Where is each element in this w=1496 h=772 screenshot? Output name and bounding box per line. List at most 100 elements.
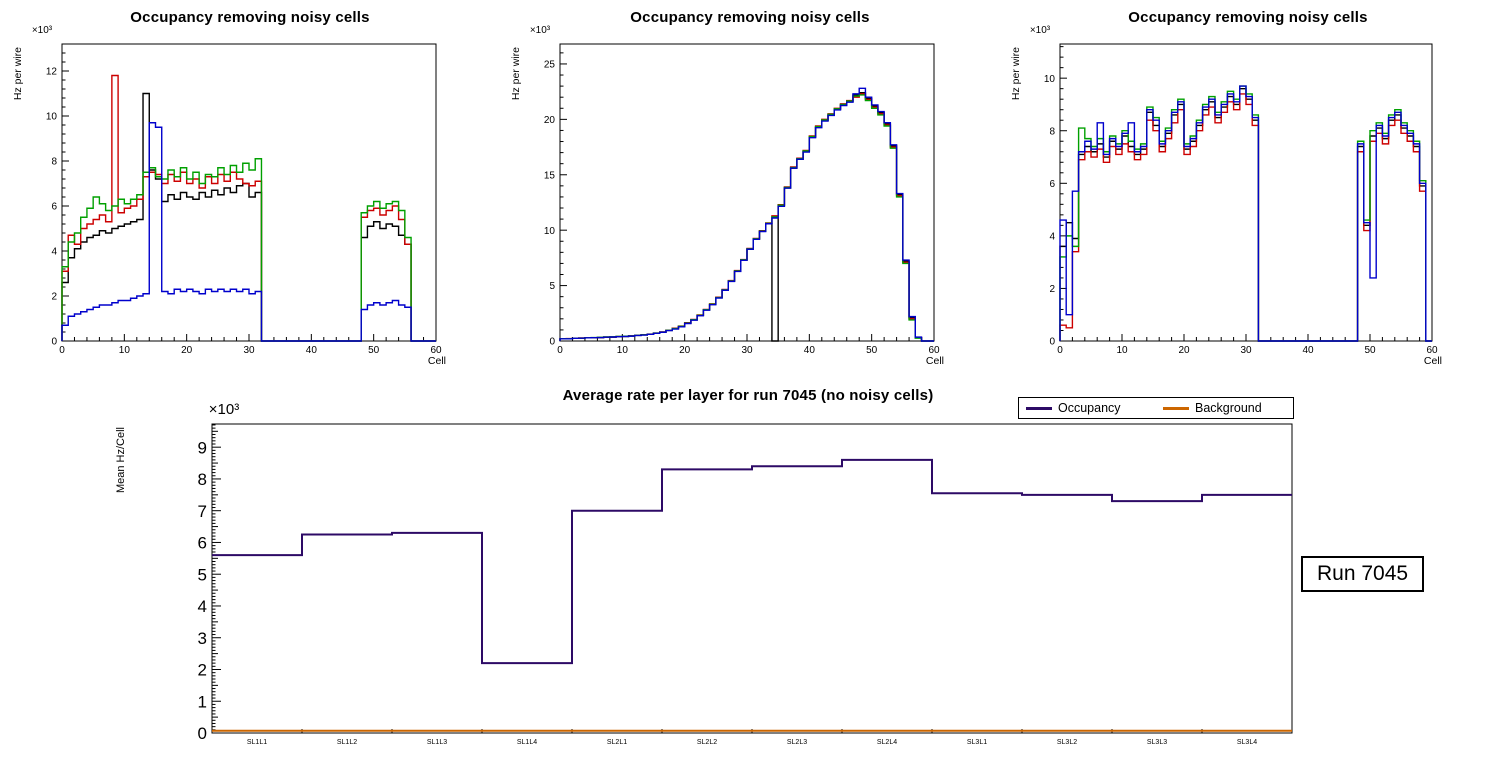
y-tick-label: 4 xyxy=(198,597,207,616)
y-tick-label: 0 xyxy=(1049,337,1055,348)
y-tick-label: 6 xyxy=(198,534,207,553)
occupancy-line-swatch xyxy=(1026,406,1052,410)
x-tick-label: 50 xyxy=(866,345,878,356)
series-blue xyxy=(1059,85,1432,342)
y-tick-label: 10 xyxy=(46,112,58,123)
x-axis-label: Cell xyxy=(428,355,446,367)
y-tick-label: 5 xyxy=(549,281,555,292)
x-axis-label: Cell xyxy=(926,355,944,367)
y-tick-label: 8 xyxy=(1049,126,1055,137)
chart-title: Average rate per layer for run 7045 (no … xyxy=(562,387,934,404)
series-Occupancy xyxy=(212,458,1292,665)
x-tick-label: 20 xyxy=(679,345,691,356)
y-tick-label: 2 xyxy=(1049,284,1055,295)
x-tick-label: SL2L1 xyxy=(607,739,627,746)
y-tick-label: 1 xyxy=(198,692,207,711)
x-tick-label: 10 xyxy=(1116,345,1128,356)
occupancy-chart-right: Occupancy removing noisy cells 0 2 4 6 8 10 0 1… xyxy=(1000,0,1496,380)
x-tick-label: SL3L1 xyxy=(967,739,987,746)
x-tick-label: 20 xyxy=(181,345,193,356)
x-tick-label: SL3L2 xyxy=(1057,739,1077,746)
legend-label-background: Background xyxy=(1195,401,1262,415)
average-rate-chart: Average rate per layer for run 7045 (no … xyxy=(0,385,1496,772)
legend-entry-occupancy: Occupancy xyxy=(1019,401,1156,415)
y-tick-label: 8 xyxy=(51,157,57,168)
y-axis-exponent: ×10³ xyxy=(530,25,551,36)
x-tick-label: 0 xyxy=(59,345,65,356)
y-axis-exponent: ×10³ xyxy=(209,401,239,418)
x-tick-label: 50 xyxy=(368,345,380,356)
y-axis-exponent: ×10³ xyxy=(32,25,53,36)
series-green xyxy=(559,94,934,342)
x-tick-label: 20 xyxy=(1178,345,1190,356)
y-tick-label: 4 xyxy=(1049,231,1055,242)
y-axis-label: Hz per wire xyxy=(510,47,522,100)
series-blue xyxy=(61,122,436,342)
run-label-box: Run 7045 xyxy=(1301,556,1425,592)
x-tick-label: 30 xyxy=(1240,345,1252,356)
series-blue xyxy=(559,87,934,342)
x-tick-label: 10 xyxy=(617,345,629,356)
y-tick-label: 10 xyxy=(544,226,556,237)
legend-entry-background: Background xyxy=(1156,401,1293,415)
y-tick-label: 0 xyxy=(549,337,555,348)
chart-title: Occupancy removing noisy cells xyxy=(130,9,370,26)
x-tick-label: SL2L2 xyxy=(697,739,717,746)
y-axis-label: Hz per wire xyxy=(12,47,24,100)
background-line-swatch xyxy=(1163,406,1189,410)
x-tick-label: 10 xyxy=(119,345,131,356)
average-rate-chart-canvas: 0 1 2 3 4 5 6 7 8 9 SL1L1 SL1L2 SL1L3 SL1L4 SL2L1 SL2L2… xyxy=(115,401,1293,746)
plot-frame xyxy=(559,43,935,342)
x-tick-label: 30 xyxy=(741,345,753,356)
series-black xyxy=(61,92,436,342)
y-tick-label: 6 xyxy=(1049,179,1055,190)
legend: Occupancy Background xyxy=(1018,397,1294,419)
y-tick-label: 9 xyxy=(198,438,207,457)
y-tick-label: 10 xyxy=(1044,74,1056,85)
y-tick-label: 2 xyxy=(51,292,57,303)
y-tick-label: 6 xyxy=(51,202,57,213)
x-tick-label: SL3L3 xyxy=(1147,739,1167,746)
y-tick-label: 15 xyxy=(544,170,556,181)
x-tick-label: 30 xyxy=(243,345,255,356)
x-tick-label: SL1L2 xyxy=(337,739,357,746)
legend-label-occupancy: Occupancy xyxy=(1058,401,1121,415)
y-axis-exponent: ×10³ xyxy=(1030,25,1051,36)
y-axis-label: Hz per wire xyxy=(1010,47,1022,100)
run-label: Run 7045 xyxy=(1317,562,1409,585)
x-tick-label: 60 xyxy=(1426,345,1438,356)
y-tick-label: 4 xyxy=(51,247,57,258)
y-tick-label: 20 xyxy=(544,115,556,126)
series-red xyxy=(559,93,934,342)
occupancy-chart-left: Occupancy removing noisy cells 0 2 4 6 8 10 12… xyxy=(0,0,500,380)
x-tick-label: SL1L4 xyxy=(517,739,537,746)
series-black xyxy=(559,92,934,342)
y-tick-label: 2 xyxy=(198,661,207,680)
x-tick-label: SL2L3 xyxy=(787,739,807,746)
x-tick-label: 0 xyxy=(1057,345,1063,356)
occupancy-chart-middle: Occupancy removing noisy cells 0 5 10 15 20 2… xyxy=(500,0,1000,380)
x-tick-label: 40 xyxy=(804,345,816,356)
y-tick-label: 0 xyxy=(51,337,57,348)
y-tick-label: 12 xyxy=(46,67,58,78)
x-tick-label: 40 xyxy=(1302,345,1314,356)
x-axis-label: Cell xyxy=(1424,355,1442,367)
y-axis-label: Mean Hz/Cell xyxy=(115,427,127,493)
x-tick-label: 0 xyxy=(557,345,563,356)
y-tick-label: 7 xyxy=(198,502,207,521)
x-tick-label: 60 xyxy=(430,345,442,356)
y-tick-label: 8 xyxy=(198,470,207,489)
x-tick-label: SL1L1 xyxy=(247,739,267,746)
y-tick-label: 3 xyxy=(198,629,207,648)
x-tick-label: SL2L4 xyxy=(877,739,897,746)
x-tick-label: 50 xyxy=(1364,345,1376,356)
y-tick-label: 5 xyxy=(198,565,207,584)
chart-title: Occupancy removing noisy cells xyxy=(630,9,870,26)
x-tick-label: 60 xyxy=(928,345,940,356)
x-tick-label: SL3L4 xyxy=(1237,739,1257,746)
y-tick-label: 0 xyxy=(198,724,207,743)
x-tick-label: SL1L3 xyxy=(427,739,447,746)
